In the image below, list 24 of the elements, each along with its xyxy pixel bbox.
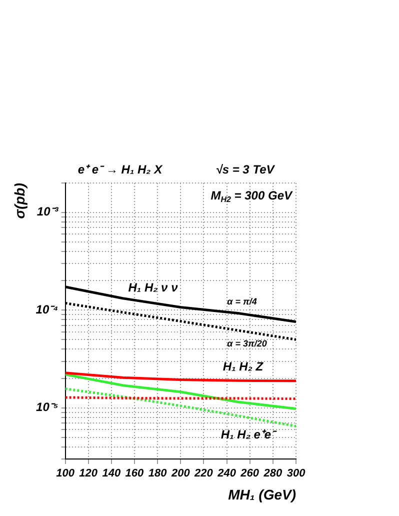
x-tick-label: 180	[148, 468, 168, 480]
x-tick-label: 280	[262, 468, 283, 480]
x-tick-label: 140	[102, 468, 122, 480]
x-tick-label: 220	[194, 468, 214, 480]
x-tick-label: 100	[56, 468, 76, 480]
y-tick-label: 10⁻⁴	[36, 302, 58, 316]
x-tick-label: 120	[79, 468, 98, 480]
annotation: H₁ H₂ Z	[222, 359, 264, 374]
x-axis-title: MH₁ (GeV)	[228, 486, 296, 502]
annotation: α = 3π/20	[227, 338, 267, 348]
annotation: H₁ H₂ ν ν	[128, 280, 178, 294]
x-tick-label: 200	[170, 468, 191, 480]
x-tick-label: 160	[125, 468, 145, 480]
chart-subtitle: √s = 3 TeV	[216, 162, 276, 176]
y-tick-label: 10⁻³	[36, 204, 60, 219]
x-tick-label: 240	[216, 468, 237, 480]
chart-title: e⁺ e⁻ → H₁ H₂ X	[78, 162, 164, 176]
x-tick-label: 300	[286, 468, 306, 480]
annotation: H₁ H₂ e⁺e⁻	[220, 427, 278, 442]
y-axis-title: σ(pb)	[11, 182, 28, 219]
y-tick-label: 10⁻⁵	[36, 400, 58, 414]
annotation: α = π/4	[227, 296, 257, 306]
line-series	[65, 388, 296, 428]
x-tick-label: 260	[240, 468, 260, 480]
